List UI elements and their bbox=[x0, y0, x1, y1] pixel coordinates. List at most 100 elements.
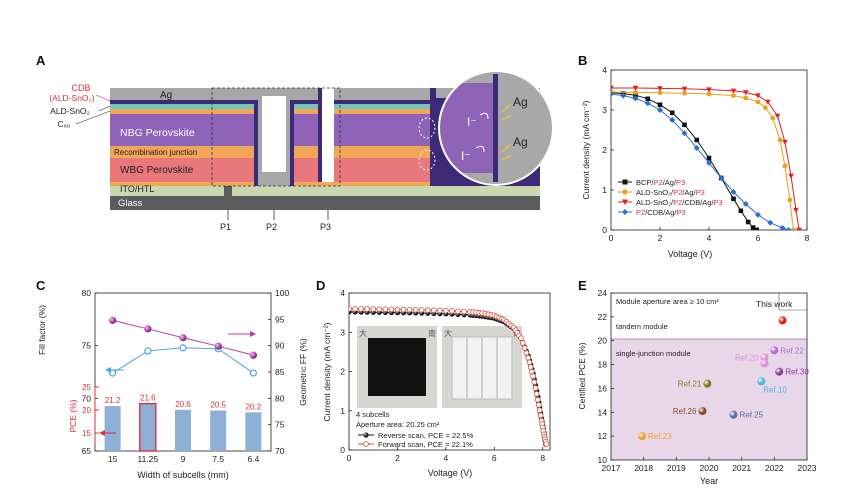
photo-front-module bbox=[368, 338, 426, 396]
plot-d-series-2-point bbox=[536, 407, 543, 413]
zoom-box bbox=[211, 87, 341, 187]
plot-b-series-2-point bbox=[755, 99, 761, 105]
plot-b-series-2-point bbox=[706, 91, 712, 97]
plot-b-xtick-label: 0 bbox=[609, 233, 614, 243]
plot-b-legend: BCP/P2/Ag/P3 ALD-SnO₂/P2/Ag/P3 ALD-SnO₂/… bbox=[618, 178, 723, 217]
plot-b-series-1-point bbox=[706, 155, 712, 161]
plot-d-series-2-point bbox=[430, 307, 437, 314]
plot-e-xtick-label: 2021 bbox=[732, 463, 751, 473]
zone-single-label: single-junction module bbox=[616, 349, 691, 358]
scatter-point-label: Ref.23 bbox=[648, 432, 672, 441]
plot-e-xlabel: Year bbox=[700, 476, 718, 486]
plot-b-series-line-4 bbox=[611, 93, 789, 230]
legend-b-text-1: BCP/P2/Ag/P3 bbox=[636, 178, 685, 187]
pce-bar bbox=[104, 406, 121, 451]
plot-d-series bbox=[349, 305, 550, 447]
label-ito-htl: ITO/HTL bbox=[120, 184, 154, 194]
plot-b-series-1-point bbox=[738, 208, 744, 214]
plot-b-series-1-point bbox=[750, 225, 756, 230]
p1-scribe bbox=[224, 186, 232, 196]
plot-b-series-2-point bbox=[770, 115, 776, 121]
plot-b-series-3-point bbox=[755, 93, 761, 99]
scatter-point bbox=[760, 353, 769, 362]
gff-point bbox=[179, 334, 187, 342]
plot-c-ylabel-right: Geometric FF (%) bbox=[298, 338, 308, 406]
plot-d-series-2-point bbox=[443, 307, 449, 314]
plot-b-series-3-point bbox=[788, 173, 794, 179]
plot-d-series-2-point bbox=[412, 306, 419, 313]
plot-b-series-1-point bbox=[657, 102, 663, 108]
photo-front-char-2: 南 bbox=[428, 328, 436, 338]
plot-b-series-4-point bbox=[785, 227, 792, 230]
scribe-markers: P1 P2 P3 bbox=[220, 210, 331, 232]
plot-e-ytick-label: 16 bbox=[598, 383, 608, 393]
plot-c-ytick-left-label: 75 bbox=[82, 341, 92, 351]
plot-c-ytick-right-label: 75 bbox=[275, 420, 285, 430]
plot-d-series-2-point bbox=[406, 306, 413, 313]
p3-label: P3 bbox=[320, 222, 331, 232]
plot-b-series-2-point bbox=[787, 197, 793, 203]
plot-d-series-2-point bbox=[424, 307, 431, 313]
legend-d-text-1: Reverse scan, PCE = 22.5% bbox=[378, 431, 474, 440]
plot-b-series-3-point bbox=[765, 99, 771, 105]
plot-c-xtick-label: 11.25 bbox=[137, 454, 158, 464]
panel-c: C 15 11.25 9 7.5 6.465707580707580859095100 … bbox=[36, 278, 308, 480]
plot-b-series-3-point bbox=[774, 113, 781, 119]
legend-b-marker-1 bbox=[622, 179, 628, 185]
plot-b-series-4-point bbox=[669, 117, 676, 123]
plot-b-series-3-point bbox=[782, 139, 788, 145]
pce-axis-label: PCE (%) bbox=[68, 399, 78, 432]
plot-c-ytick-left-label: 65 bbox=[82, 446, 92, 456]
plot-d-series-2-point bbox=[349, 305, 352, 312]
plot-d-series-2-point bbox=[532, 385, 539, 391]
plot-b-series-line-2 bbox=[611, 91, 795, 230]
zone-tandem-label: tandem module bbox=[616, 322, 668, 331]
plot-b-xtick-label: 4 bbox=[707, 233, 712, 243]
panel-c-label: C bbox=[36, 278, 46, 293]
plot-b-series-4-point bbox=[706, 159, 712, 166]
legend-d-text-2: Forward scan, PCE = 22.1% bbox=[378, 440, 473, 449]
plot-e-xtick-label: 2019 bbox=[667, 463, 686, 473]
plot-d-series-2-point bbox=[523, 350, 530, 356]
legend-b-marker-3 bbox=[622, 199, 628, 205]
plot-d-series-2-point bbox=[449, 308, 455, 314]
plot-b-series-1-point bbox=[731, 196, 736, 202]
plot-b-series-2-point bbox=[791, 227, 796, 230]
plot-e-ytick-label: 22 bbox=[598, 312, 608, 322]
plot-d-series-2-point bbox=[437, 307, 443, 314]
inset-ag-2: Ag bbox=[513, 135, 528, 149]
plot-d-series-2-point bbox=[535, 396, 541, 403]
pce-bar bbox=[210, 410, 227, 451]
legend-b-text-3: ALD-SnO₂/P2/CDB/Ag/P3 bbox=[636, 198, 723, 207]
plot-e-xtick-label: 2023 bbox=[798, 463, 817, 473]
inset-ray-1 bbox=[501, 103, 512, 113]
ff-point bbox=[249, 369, 257, 377]
scatter-point bbox=[638, 432, 647, 441]
legend-d-marker-1 bbox=[363, 432, 369, 438]
plot-b-series-4-point bbox=[767, 219, 774, 226]
plot-b-series-4-point bbox=[632, 95, 639, 102]
pce-bar-label: 20.2 bbox=[246, 402, 262, 411]
this-work-label: This work bbox=[756, 299, 793, 309]
plot-c-xlabel: Width of subcells (mm) bbox=[137, 470, 229, 480]
plot-d-series-2-point bbox=[519, 340, 526, 346]
plot-b-series-3-point bbox=[611, 85, 614, 91]
plot-d-series-2-point bbox=[418, 307, 425, 313]
inset-ray-2 bbox=[501, 115, 512, 121]
plot-e-ytick-label: 24 bbox=[598, 288, 608, 298]
scatter-point-label: Ref.30 bbox=[785, 368, 809, 377]
plot-b-series-2-point bbox=[633, 90, 638, 95]
legend-b-text-4: P2/CDB/Ag/P3 bbox=[636, 208, 686, 217]
inset-ion-1: I⁻ bbox=[467, 115, 477, 129]
plot-c-axes: 15 11.25 9 7.5 6.4 65 70 75 80 70 75 80 85 90 95 100 bbox=[82, 288, 290, 464]
ff-line bbox=[112, 347, 254, 374]
plot-d-xtick-label: 0 bbox=[347, 453, 352, 463]
pce-ticklabel-15: 15 bbox=[82, 429, 91, 438]
panel-e: E Module aperture area ≥ 10 cm² tandem m… bbox=[577, 278, 817, 486]
pce-bar-label: 21.6 bbox=[140, 394, 156, 403]
plot-c-xtick-label: 6.4 bbox=[247, 454, 259, 464]
inset-cdb bbox=[493, 74, 498, 182]
pce-ticklabel-25: 25 bbox=[82, 383, 91, 392]
legend-b-marker-4 bbox=[622, 209, 628, 215]
